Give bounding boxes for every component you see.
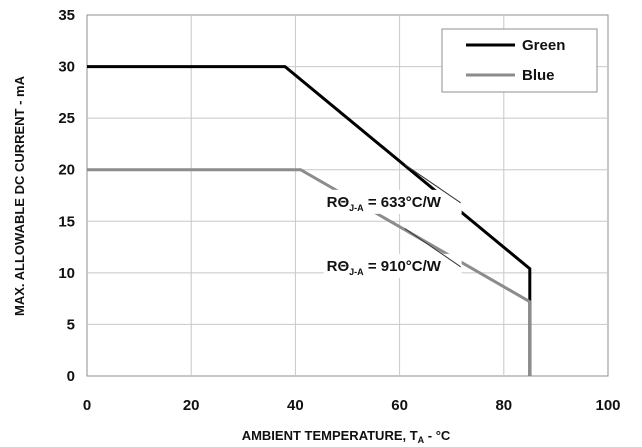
x-axis-title-main: AMBIENT TEMPERATURE, T — [242, 428, 418, 443]
annotation-subscript: J-A — [349, 267, 364, 277]
annotation-bg — [323, 253, 462, 278]
annotation-subscript: J-A — [349, 203, 364, 213]
tick-labels: 0 5 10 15 20 25 30 35 0 20 40 60 80 100 — [58, 7, 620, 414]
y-tick-label: 35 — [58, 7, 75, 24]
annotation-leader — [404, 164, 461, 204]
annotation-label-0: RΘJ-A = 633°C/W — [327, 194, 442, 213]
annotation-label-1: RΘJ-A = 910°C/W — [327, 258, 442, 277]
y-tick-label: 30 — [58, 59, 75, 76]
y-tick-label: 10 — [58, 265, 75, 282]
y-tick-label: 25 — [58, 110, 75, 127]
x-axis-title-suffix: - °C — [424, 428, 451, 443]
x-tick-label: 80 — [495, 397, 512, 414]
legend-box — [441, 28, 598, 93]
legend-label-blue: Blue — [522, 67, 555, 84]
legend: Green Blue — [441, 28, 598, 93]
annotation-value: = 633°C/W — [364, 194, 442, 211]
y-tick-label: 15 — [58, 213, 75, 230]
x-axis-title-sub: A — [418, 435, 425, 445]
x-tick-label: 40 — [287, 397, 304, 414]
x-tick-label: 100 — [595, 397, 620, 414]
x-tick-label: 20 — [183, 397, 200, 414]
y-tick-label: 5 — [67, 316, 75, 333]
x-tick-label: 0 — [83, 397, 91, 414]
legend-label-green: Green — [522, 37, 565, 54]
annotation-symbol: RΘ — [327, 258, 350, 275]
annotation-leader — [404, 228, 461, 268]
y-axis-title: MAX. ALLOWABLE DC CURRENT - mA — [12, 75, 27, 316]
annotation-value: = 910°C/W — [364, 258, 442, 275]
y-tick-label: 0 — [67, 368, 75, 385]
x-tick-label: 60 — [391, 397, 408, 414]
x-axis-title: AMBIENT TEMPERATURE, TA - °C — [242, 428, 451, 445]
annotation-symbol: RΘ — [327, 194, 350, 211]
y-tick-label: 20 — [58, 162, 75, 179]
annotation-bg — [323, 189, 462, 214]
